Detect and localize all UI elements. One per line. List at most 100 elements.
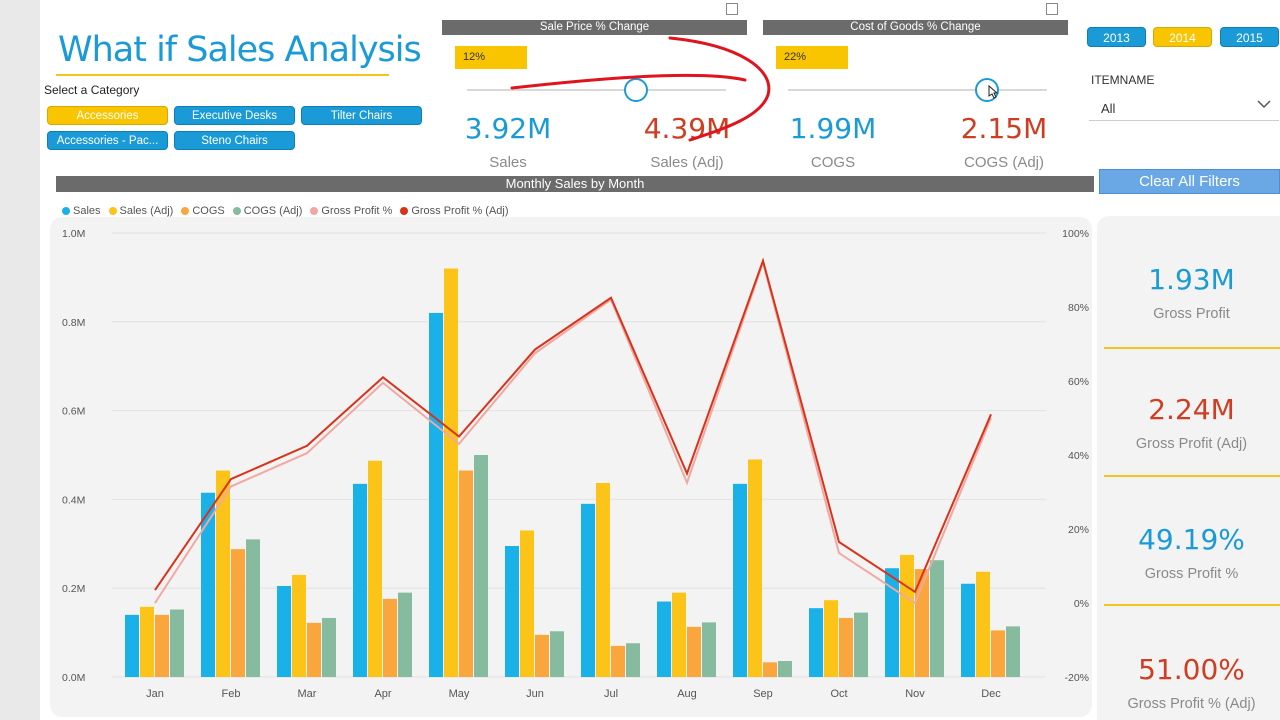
gross-profit-pct-adj-label: Gross Profit % (Adj) [1127,696,1256,712]
year-button-2014[interactable]: 2014 [1153,27,1212,47]
gross-profit-label: Gross Profit [1153,306,1230,322]
legend-item[interactable]: Sales [62,205,101,217]
x-tick-label: Sep [753,688,773,700]
bar-cogs [535,634,549,677]
bar-cogs-adj- [702,622,716,677]
category-chip-executive-desks[interactable]: Executive Desks [174,106,295,125]
bar-sales [733,483,747,677]
category-chip-accessories-pac[interactable]: Accessories - Pac... [47,131,168,150]
bar-cogs [763,662,777,677]
y-tick-label-left: 1.0M [62,228,85,240]
legend-item[interactable]: COGS (Adj) [232,205,303,217]
bar-sales [809,608,823,677]
bar-cogs [611,645,625,677]
bar-cogs-adj- [626,643,640,677]
year-button-2013[interactable]: 2013 [1087,27,1146,47]
bar-sales [277,585,291,677]
legend-dot [232,207,241,215]
legend-item[interactable]: Gross Profit % [310,205,392,217]
expand-icon[interactable] [1046,3,1058,15]
bar-cogs-adj- [930,560,944,677]
y-tick-label-right: -20% [1064,672,1089,684]
divider [1104,475,1280,477]
category-label: Select a Category [44,83,140,97]
x-tick-label: May [449,688,470,700]
gross-profit-value: 1.93M [1148,263,1235,296]
cogs-slicer-title: Cost of Goods % Change [763,20,1068,35]
bar-cogs-adj- [1006,626,1020,677]
category-chip-accessories[interactable]: Accessories [47,106,168,125]
bar-sales [353,483,367,677]
itemname-label: ITEMNAME [1091,73,1155,87]
kpi-cogs-adj-value: 2.15M [960,112,1048,145]
year-button-2015[interactable]: 2015 [1220,27,1279,47]
bar-cogs-adj- [170,609,184,677]
kpi-cogs-value: 1.99M [789,112,877,145]
gross-profit-adj-value: 2.24M [1148,393,1235,426]
gross-profit-pct-adj-value: 51.00% [1138,653,1245,686]
bar-sales-adj- [216,470,230,677]
itemname-value: All [1101,101,1116,116]
legend-item[interactable]: Sales (Adj) [108,205,174,217]
bar-cogs-adj- [322,617,336,677]
divider [1104,604,1280,606]
x-tick-label: Jun [526,688,544,700]
bar-cogs [991,630,1005,677]
page-title: What if Sales Analysis [58,30,422,70]
y-tick-label-right: 100% [1062,228,1089,240]
gross-profit-pct-label: Gross Profit % [1144,566,1239,582]
x-tick-label: Mar [298,688,317,700]
bar-sales [201,492,215,677]
kpi-cogs-label: COGS [810,154,856,171]
sale-price-slicer-title: Sale Price % Change [442,20,747,35]
category-chip-tilter-chairs[interactable]: Tilter Chairs [301,106,422,125]
bar-cogs [307,622,321,677]
legend-label: Gross Profit % (Adj) [411,205,509,217]
title-underline [56,74,389,76]
bar-sales [961,583,975,677]
legend-item[interactable]: Gross Profit % (Adj) [400,205,509,217]
bar-sales-adj- [444,268,458,677]
bar-sales-adj- [292,574,306,677]
bar-cogs-adj- [854,612,868,677]
bar-sales-adj- [976,571,990,677]
y-tick-label-right: 60% [1068,376,1089,388]
y-tick-label-left: 0.2M [62,583,85,595]
sale-price-value-input[interactable]: 12% [455,46,527,69]
gross-profit-pct-value: 49.19% [1138,523,1245,556]
legend-label: COGS (Adj) [243,205,303,217]
legend-dot [400,207,409,215]
legend-dot [62,207,70,215]
bar-cogs-adj- [398,592,412,677]
chevron-down-icon [1257,100,1271,109]
y-tick-label-right: 20% [1068,524,1089,536]
legend-item[interactable]: COGS [181,205,225,217]
y-tick-label-left: 0.0M [62,672,85,684]
kpi-sales-adj-label: Sales (Adj) [650,154,724,171]
cogs-value-input[interactable]: 22% [776,46,848,69]
legend-dot [310,207,319,215]
category-chip-steno-chairs[interactable]: Steno Chairs [174,131,295,150]
x-tick-label: Dec [981,688,1001,700]
y-tick-label-left: 0.8M [62,317,85,329]
clear-all-filters-button[interactable]: Clear All Filters [1099,169,1280,194]
bar-sales-adj- [140,606,154,677]
bar-sales [125,614,139,677]
kpi-cogs-adj-label: COGS (Adj) [963,154,1044,171]
cogs-slider-track[interactable] [788,89,1047,91]
itemname-dropdown[interactable]: All [1089,94,1279,121]
divider [1104,347,1280,349]
x-tick-label: Apr [374,688,391,700]
legend-label: Sales (Adj) [119,205,174,217]
x-tick-label: Jul [604,688,618,700]
expand-icon[interactable] [726,3,738,15]
bar-cogs [839,617,853,677]
gross-profit-panel [1097,216,1280,720]
legend-dot [108,207,117,215]
bar-cogs-adj- [550,631,564,677]
bar-sales [429,312,443,677]
x-tick-label: Nov [905,688,925,700]
line-gross-profit- [154,259,992,605]
legend-label: COGS [192,205,225,217]
chart-title: Monthly Sales by Month [56,176,1094,192]
